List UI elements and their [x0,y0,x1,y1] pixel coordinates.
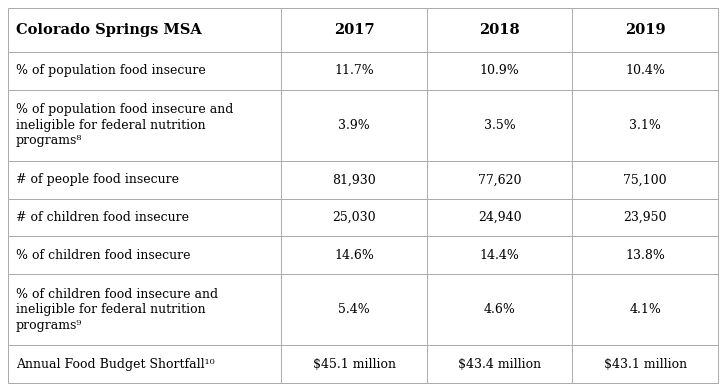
Text: % of children food insecure: % of children food insecure [16,249,190,262]
Bar [427,90,572,161]
Text: 5.4%: 5.4% [338,303,370,316]
Bar [282,199,427,236]
Text: 75,100: 75,100 [624,173,667,186]
Text: 3.5%: 3.5% [484,119,515,132]
Text: 3.9%: 3.9% [338,119,370,132]
Bar [8,345,282,383]
Bar [572,345,718,383]
Text: % of population food insecure and
ineligible for federal nutrition
programs⁸: % of population food insecure and inelig… [16,103,233,147]
Bar [8,90,282,161]
Text: $43.1 million: $43.1 million [603,358,687,371]
Bar [572,90,718,161]
Bar [572,52,718,90]
Text: 2018: 2018 [479,23,520,37]
Text: 11.7%: 11.7% [334,65,374,77]
Text: 14.4%: 14.4% [480,249,520,262]
Text: 2019: 2019 [625,23,666,37]
Bar [8,199,282,236]
Text: 14.6%: 14.6% [334,249,374,262]
Bar [427,52,572,90]
Bar [282,52,427,90]
Bar [427,274,572,345]
Bar [282,161,427,199]
Bar [427,161,572,199]
Text: 23,950: 23,950 [624,211,667,224]
Text: 3.1%: 3.1% [629,119,661,132]
Text: Annual Food Budget Shortfall¹⁰: Annual Food Budget Shortfall¹⁰ [16,358,215,371]
Text: 13.8%: 13.8% [625,249,665,262]
Text: 10.4%: 10.4% [625,65,665,77]
Bar [427,236,572,274]
Bar [572,199,718,236]
Bar [427,199,572,236]
Text: 4.1%: 4.1% [629,303,661,316]
Text: # of children food insecure: # of children food insecure [16,211,189,224]
Bar [427,345,572,383]
Bar [282,8,427,52]
Bar [8,236,282,274]
Bar [8,52,282,90]
Text: Colorado Springs MSA: Colorado Springs MSA [16,23,202,37]
Bar [572,8,718,52]
Bar [572,161,718,199]
Bar [427,8,572,52]
Bar [282,236,427,274]
Text: $43.4 million: $43.4 million [458,358,542,371]
Bar [8,161,282,199]
Text: 2017: 2017 [334,23,375,37]
Text: 81,930: 81,930 [333,173,376,186]
Bar [282,274,427,345]
Text: 24,940: 24,940 [478,211,521,224]
Text: % of population food insecure: % of population food insecure [16,65,205,77]
Text: 25,030: 25,030 [333,211,376,224]
Text: 77,620: 77,620 [478,173,521,186]
Text: $45.1 million: $45.1 million [313,358,396,371]
Bar [8,8,282,52]
Bar [572,236,718,274]
Text: 4.6%: 4.6% [484,303,515,316]
Bar [572,274,718,345]
Bar [282,345,427,383]
Text: 10.9%: 10.9% [480,65,520,77]
Bar [282,90,427,161]
Bar [8,274,282,345]
Text: # of people food insecure: # of people food insecure [16,173,179,186]
Text: % of children food insecure and
ineligible for federal nutrition
programs⁹: % of children food insecure and ineligib… [16,288,218,332]
